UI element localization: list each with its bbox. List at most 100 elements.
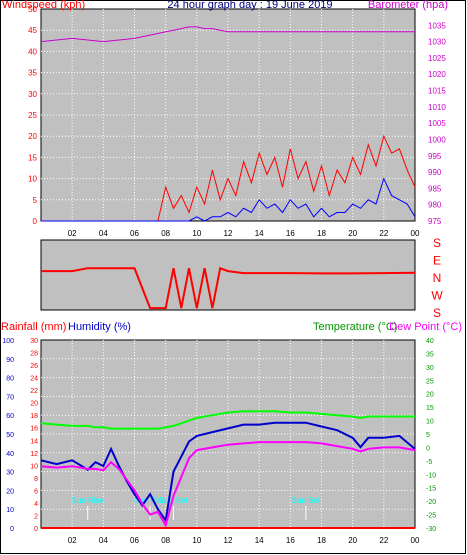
x-tick-label: 16 [286,229,295,238]
rain-tick-label: 28 [30,351,38,358]
rain-tick-label: 24 [30,376,38,383]
rain-tick-label: 2 [34,513,38,520]
sun-label: Sun Rise [134,496,167,505]
temp-tick-label: 20 [426,392,434,399]
x-tick-label: 10 [192,229,201,238]
baro-tick-label: 980 [428,201,442,210]
x-tick-label: 10 [192,536,201,545]
humidity-tick-label: 20 [6,488,14,495]
x-tick-label: 20 [348,229,357,238]
wind-tick-label: 25 [28,111,37,120]
humidity-tick-label: 30 [6,470,14,477]
x-tick-label: 06 [130,536,139,545]
wind-axis-title: Windspeed (kph) [2,0,85,11]
x-tick-label: 18 [317,536,326,545]
temp-tick-label: -20 [426,499,436,506]
sun-label: Sun Set [292,496,321,505]
temp-tick-label: 5 [426,432,430,439]
rain-tick-label: 26 [30,363,38,370]
compass-label: N [433,271,442,285]
humidity-tick-label: 90 [6,357,14,364]
series-barometer [40,26,415,43]
rain-tick-label: 0 [34,526,38,533]
humidity-tick-label: 10 [6,507,14,514]
series-dew-point [40,441,416,528]
humidity-tick-label: 50 [6,432,14,439]
wind-tick-label: 10 [28,175,37,184]
rain-tick-label: 12 [30,451,38,458]
series-temperature [40,410,415,430]
chart-title: 24 hour graph day : 19 June 2019 [167,0,332,11]
wind-tick-label: 35 [28,69,37,78]
compass-label: E [433,254,441,268]
compass-label: W [431,289,443,303]
baro-tick-label: 995 [428,152,442,161]
humidity-tick-label: 40 [6,451,14,458]
x-tick-label: 22 [379,536,388,545]
rain-tick-label: 10 [30,463,38,470]
x-tick-label: 20 [348,536,357,545]
wind-tick-label: 45 [28,26,37,35]
temp-tick-label: 30 [426,365,434,372]
rain-tick-label: 22 [30,388,38,395]
humidity-axis-title: Humidity (%) [68,321,131,333]
x-tick-label: 02 [68,229,77,238]
sun-label: Sun Set [159,496,188,505]
baro-tick-label: 1005 [428,119,446,128]
humidity-tick-label: 60 [6,413,14,420]
x-tick-label: 14 [255,536,264,545]
wind-tick-label: 30 [28,90,37,99]
x-tick-label: 12 [224,536,233,545]
compass-label: S [433,236,441,250]
baro-tick-label: 1035 [428,21,446,30]
temp-tick-label: -25 [426,513,436,520]
series-humidity [40,421,416,524]
temp-tick-label: 25 [426,378,434,385]
temp-tick-label: 0 [426,445,430,452]
humidity-tick-label: 80 [6,376,14,383]
x-tick-label: 02 [68,536,77,545]
rain-tick-label: 18 [30,413,38,420]
temp-tick-label: 15 [426,405,434,412]
baro-tick-label: 975 [428,217,442,226]
wind-tick-label: 15 [28,153,37,162]
x-tick-label: 04 [99,536,108,545]
series-gust [41,177,416,222]
x-tick-label: 08 [161,536,170,545]
temp-tick-label: -30 [426,526,436,533]
baro-tick-label: 990 [428,168,442,177]
wind-tick-label: 20 [28,132,37,141]
x-tick-label: 00 [411,229,420,238]
x-tick-label: 22 [379,229,388,238]
rain-tick-label: 6 [34,488,38,495]
sun-label: Sun Rise [72,496,105,505]
wind-tick-label: 0 [33,217,38,226]
x-tick-label: 18 [317,229,326,238]
x-tick-label: 14 [255,229,264,238]
humidity-tick-label: 100 [2,338,14,345]
dewpoint-axis-title: Dew Point (°C) [389,321,462,333]
humidity-tick-label: 70 [6,394,14,401]
rain-tick-label: 8 [34,476,38,483]
temp-axis-title: Temperature (°C) [313,321,397,333]
baro-tick-label: 1000 [428,135,446,144]
rain-tick-label: 30 [30,338,38,345]
x-tick-label: 00 [411,536,420,545]
temp-tick-label: 10 [426,419,434,426]
wind-tick-label: 40 [28,47,37,56]
rain-tick-label: 20 [30,401,38,408]
temp-tick-label: 40 [426,338,434,345]
x-tick-label: 16 [286,536,295,545]
baro-tick-label: 985 [428,184,442,193]
rain-tick-label: 16 [30,426,38,433]
wind-tick-label: 5 [33,196,38,205]
temp-tick-label: 35 [426,351,434,358]
x-tick-label: 04 [99,229,108,238]
rain-axis-title: Rainfall (mm) [1,321,66,333]
x-tick-label: 12 [224,229,233,238]
wind-tick-label: 50 [28,5,37,14]
temp-tick-label: -15 [426,486,436,493]
humidity-tick-label: 0 [10,526,14,533]
baro-axis-title: Barometer (hpa) [368,0,448,11]
